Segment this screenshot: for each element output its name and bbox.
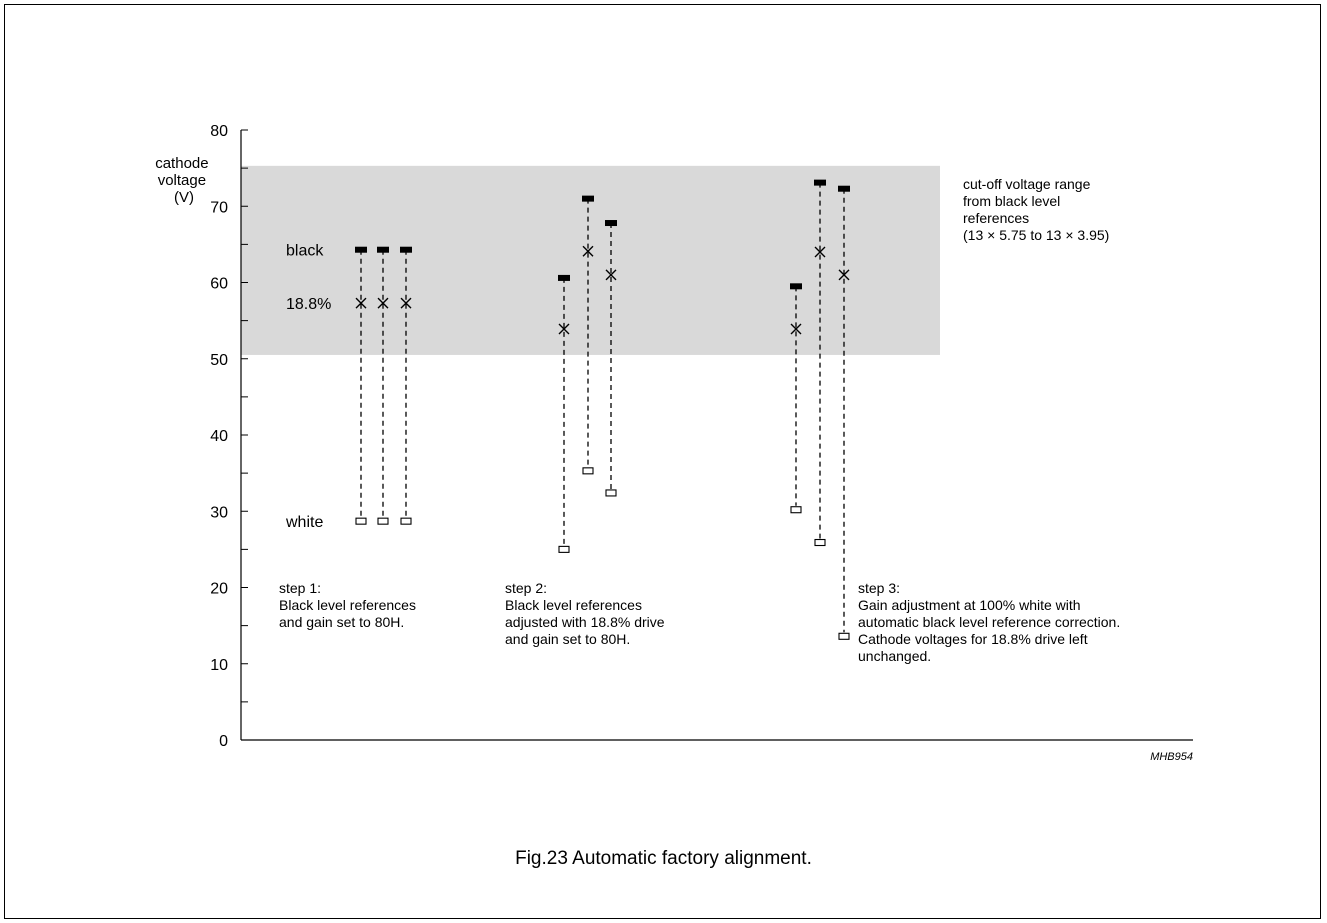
drive-level-cross — [400, 297, 412, 309]
y-tick-label: 40 — [210, 428, 228, 445]
y-tick-label: 60 — [210, 276, 228, 293]
white-level-marker — [377, 517, 389, 525]
y-axis-label-line: cathode — [155, 155, 208, 172]
white-level-marker — [814, 538, 826, 547]
black-level-marker — [605, 220, 617, 227]
step1-caption-line: and gain set to 80H. — [279, 614, 404, 630]
step3-caption-line: Cathode voltages for 18.8% drive left — [858, 631, 1088, 647]
black-level-marker — [355, 246, 367, 253]
step1-caption: step 1: Black level references and gain … — [279, 580, 420, 630]
y-tick-label: 0 — [219, 733, 228, 750]
y-tick-label: 80 — [210, 123, 228, 140]
white-level-marker — [355, 517, 367, 525]
step3-caption: step 3: Gain adjustment at 100% white wi… — [858, 580, 1124, 664]
row-label-drive: 18.8% — [286, 296, 331, 313]
step1-caption-line: Black level references — [279, 597, 416, 613]
drive-level-cross — [377, 297, 389, 309]
step3-caption-line: Gain adjustment at 100% white with — [858, 597, 1081, 613]
black-level-marker — [790, 283, 802, 290]
band-label-line: references — [963, 210, 1029, 226]
white-level-marker — [838, 632, 850, 640]
y-tick-label: 30 — [210, 504, 228, 521]
step3-caption-line: automatic black level reference correcti… — [858, 614, 1120, 630]
row-label-black: black — [286, 243, 324, 260]
black-level-marker — [558, 274, 570, 281]
drive-level-cross — [605, 269, 617, 281]
step2-caption-line: adjusted with 18.8% drive — [505, 614, 665, 630]
band-label: cut-off voltage range from black level r… — [963, 176, 1109, 243]
step2-caption-line: and gain set to 80H. — [505, 631, 630, 647]
step2-caption-line: step 2: — [505, 580, 547, 596]
y-tick-label: 50 — [210, 352, 228, 369]
drive-level-cross — [582, 245, 594, 257]
white-level-marker — [400, 517, 412, 525]
black-level-marker — [838, 185, 850, 192]
drive-level-cross — [558, 323, 570, 335]
step2-caption-line: Black level references — [505, 597, 642, 613]
drive-level-cross — [838, 269, 850, 281]
band-label-line: (13 × 5.75 to 13 × 3.95) — [963, 227, 1109, 243]
black-level-marker — [400, 246, 412, 253]
y-axis-ticks: 0 10 20 30 40 50 60 70 80 — [210, 123, 248, 750]
step1-caption-line: step 1: — [279, 580, 321, 596]
black-level-marker — [582, 195, 594, 202]
step3-caption-line: unchanged. — [858, 648, 931, 664]
figure-caption: Fig.23 Automatic factory alignment. — [515, 848, 812, 869]
drive-level-cross — [814, 246, 826, 258]
cutoff-range-band — [241, 165, 940, 355]
y-tick-label: 20 — [210, 581, 228, 598]
figure-frame — [4, 4, 1321, 919]
drive-level-cross — [355, 297, 367, 309]
step3-caption-line: step 3: — [858, 580, 900, 596]
figure-code: MHB954 — [1150, 751, 1193, 763]
drive-level-cross — [790, 323, 802, 335]
band-label-line: cut-off voltage range — [963, 176, 1091, 192]
white-level-marker — [790, 506, 802, 514]
y-tick-label: 70 — [210, 199, 228, 216]
white-level-marker — [582, 467, 594, 475]
y-axis-label-line: voltage — [158, 172, 206, 189]
row-label-white: white — [285, 514, 323, 531]
y-axis-label: cathode voltage (V) — [155, 155, 213, 206]
black-level-marker — [377, 246, 389, 253]
channel-marks — [355, 179, 850, 640]
y-axis: 0 10 20 30 40 50 60 70 80 cathode voltage (V) — [155, 123, 1193, 750]
y-axis-label-line: (V) — [174, 189, 194, 206]
step2-caption: step 2: Black level references adjusted … — [505, 580, 668, 647]
white-level-marker — [558, 545, 570, 553]
black-level-marker — [814, 179, 826, 186]
white-level-marker — [605, 489, 617, 497]
band-label-line: from black level — [963, 193, 1060, 209]
y-tick-label: 10 — [210, 657, 228, 674]
